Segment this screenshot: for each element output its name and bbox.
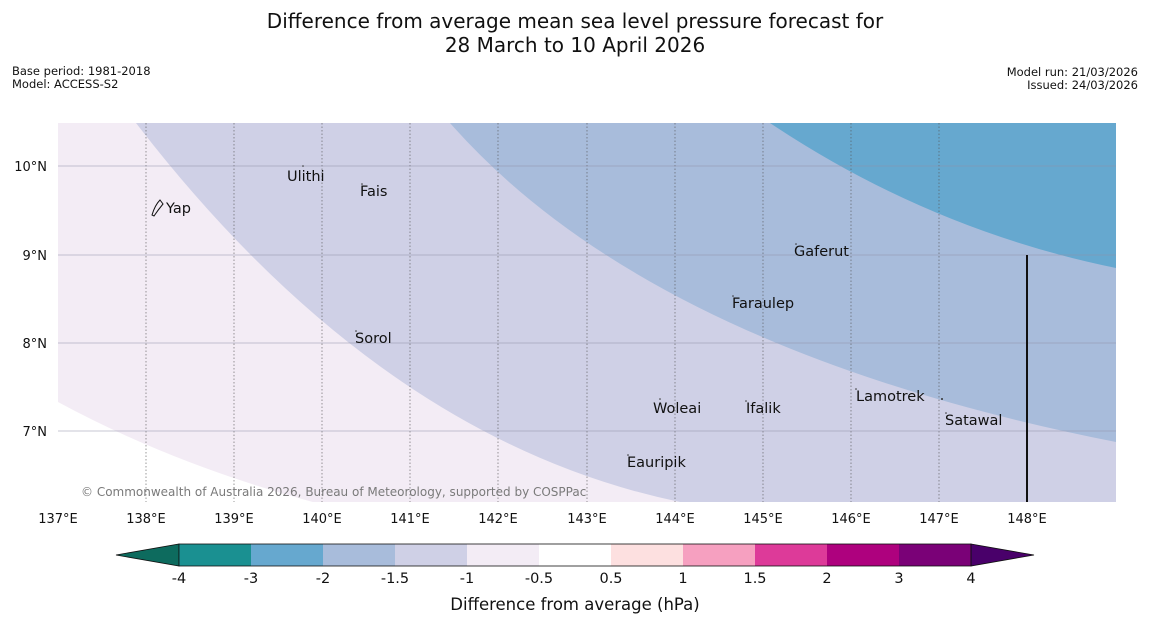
map-area[interactable]: Ulithi Fais Yap Gaferut Faraulep Sorol L… [58,123,1116,560]
place-woleai: Woleai [653,401,701,417]
cb-tick-7: 0.5 [599,571,622,587]
cb-tick-5: -1 [460,571,474,587]
cb-tick-6: -0.5 [525,571,553,587]
meta-right: Model run: 21/03/2026 Issued: 24/03/2026 [1007,66,1138,92]
colorbar-swatch-6 [539,544,611,566]
place-gaferut: Gaferut [794,244,849,260]
place-sorol: Sorol [355,331,392,347]
lon-gridlines [145,123,940,502]
lat-gridlines [58,165,1116,432]
cb-tick-9: 1.5 [743,571,766,587]
band-neg2-to-neg3 [770,123,1116,268]
cb-tick-12: 4 [966,571,975,587]
place-ifalik: Ifalik [746,401,781,417]
copyright-notice: © Commonwealth of Australia 2026, Bureau… [81,485,586,499]
cb-tick-10: 2 [822,571,831,587]
model-name: Model: ACCESS-S2 [12,77,119,91]
cb-tick-2: -3 [244,571,258,587]
lat-label-7: 7°N [23,425,48,440]
colorbar-swatch-9 [755,544,827,566]
colorbar-ticks: -4 -3 -2 -1.5 -1 -0.5 0.5 1 1.5 2 3 4 [172,571,976,587]
colorbar-title: Difference from average (hPa) [450,595,699,614]
colorbar-swatch-3 [323,544,395,566]
colorbar-extend-low [115,543,180,567]
meta-left: Base period: 1981-2018 Model: ACCESS-S2 [12,65,151,91]
cb-tick-3: -2 [316,571,330,587]
lon-label-143: 143°E [567,512,607,527]
lon-label-146: 146°E [831,512,871,527]
place-lamotrek: Lamotrek [856,389,925,405]
island-markers [302,165,947,456]
colorbar-swatch-5 [467,544,539,566]
lon-label-139: 139°E [214,512,254,527]
colorbar-swatch-1 [179,544,251,566]
lon-axis-labels: 137°E 138°E 139°E 140°E 141°E 142°E 143°… [38,512,1047,527]
lat-axis-labels: 10°N 9°N 8°N 7°N [14,160,47,440]
cb-tick-11: 3 [894,571,903,587]
lon-label-145: 145°E [743,512,783,527]
place-faraulep: Faraulep [732,296,794,312]
place-ulithi: Ulithi [287,169,325,185]
lon-label-147: 147°E [919,512,959,527]
place-yap: Yap [165,201,191,217]
lat-label-10: 10°N [14,160,47,175]
lon-label-144: 144°E [655,512,695,527]
cb-tick-4: -1.5 [381,571,409,587]
lon-label-138: 138°E [126,512,166,527]
lon-label-140: 140°E [302,512,342,527]
issued-date: Issued: 24/03/2026 [1027,78,1138,92]
colorbar-swatch-2 [251,544,323,566]
colorbar-extend-high [970,543,1035,567]
place-fais: Fais [360,184,387,200]
colorbar-swatch-8 [683,544,755,566]
lon-label-148: 148°E [1007,512,1047,527]
lat-label-8: 8°N [23,337,48,352]
colorbar-swatch-10 [827,544,899,566]
colorbar-outline [178,543,972,567]
chart-title-line1: Difference from average mean sea level p… [266,9,884,33]
model-run: Model run: 21/03/2026 [1006,65,1138,79]
cb-tick-1: -4 [172,571,186,587]
colorbar: -4 -3 -2 -1.5 -1 -0.5 0.5 1 1.5 2 3 4 Di… [115,543,1035,614]
base-period: Base period: 1981-2018 [12,64,151,78]
lat-label-9: 9°N [23,249,48,264]
place-eauripik: Eauripik [627,455,686,471]
colorbar-swatch-11 [899,544,971,566]
place-satawal: Satawal [945,413,1002,429]
colorbar-swatch-7 [611,544,683,566]
cb-tick-8: 1 [678,571,687,587]
lon-label-142: 142°E [478,512,518,527]
chart-title-line2: 28 March to 10 April 2026 [444,33,706,57]
colorbar-swatch-4 [395,544,467,566]
lon-label-141: 141°E [390,512,430,527]
yap-island-icon [151,199,164,217]
lon-label-137: 137°E [38,512,78,527]
